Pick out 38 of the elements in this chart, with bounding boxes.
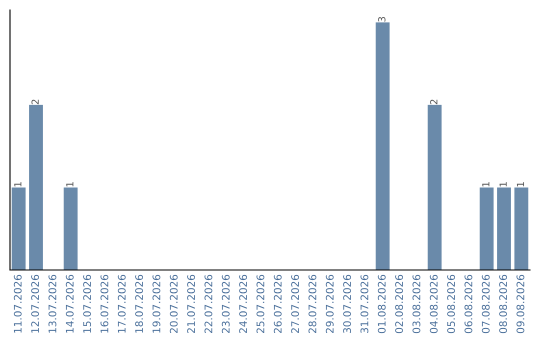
x-tick-label: 25.07.2026: [256, 274, 264, 334]
data-label: 1: [500, 182, 507, 186]
x-tick-label: 15.07.2026: [83, 274, 92, 333]
x-tick-label: 12.07.2026: [31, 274, 40, 333]
x-tick-label: 21.07.2026: [187, 274, 196, 334]
data-label: 2: [430, 100, 438, 104]
x-tick-label: 26.07.2026: [274, 274, 282, 334]
x-tick-label: 07.08.2026: [482, 274, 490, 334]
data-label: 1: [66, 182, 74, 186]
x-tick-label: 14.07.2026: [66, 274, 74, 333]
x-tick-label: 09.08.2026: [516, 274, 524, 334]
x-tick-label: 18.07.2026: [135, 274, 144, 333]
x-tick-label: 20.07.2026: [170, 274, 178, 334]
x-tick-label: 30.07.2026: [343, 274, 352, 334]
x-tick-label: 02.08.2026: [395, 274, 404, 334]
x-tick-label: 11.07.2026: [14, 274, 22, 333]
data-label: 3: [378, 16, 386, 22]
x-tick-label: 24.07.2026: [239, 274, 248, 334]
x-tick-label: 01.08.2026: [378, 274, 386, 334]
x-tick-label: 06.08.2026: [464, 274, 472, 334]
data-label: 1: [516, 182, 524, 186]
x-tick-label: 03.08.2026: [412, 274, 420, 334]
data-label: 2: [31, 100, 39, 104]
data-label: 1: [14, 182, 22, 186]
x-tick-label: 29.07.2026: [326, 274, 334, 334]
x-tick-label: 22.07.2026: [204, 274, 212, 334]
x-tick-label: 23.07.2026: [222, 274, 230, 334]
x-tick-label: 31.07.2026: [360, 274, 368, 334]
x-tick-label: 04.08.2026: [430, 274, 438, 334]
x-tick-label: 28.07.2026: [308, 274, 316, 334]
x-tick-label: 19.07.2026: [152, 274, 160, 333]
data-label: 1: [482, 182, 490, 186]
x-tick-label: 27.07.2026: [291, 274, 300, 334]
x-tick-label: 08.08.2026: [499, 274, 508, 334]
x-tick-label: 16.07.2026: [100, 274, 108, 333]
x-tick-label: 17.07.2026: [118, 274, 126, 333]
x-tick-label: 13.07.2026: [48, 274, 56, 333]
x-tick-label: 05.08.2026: [447, 274, 456, 334]
